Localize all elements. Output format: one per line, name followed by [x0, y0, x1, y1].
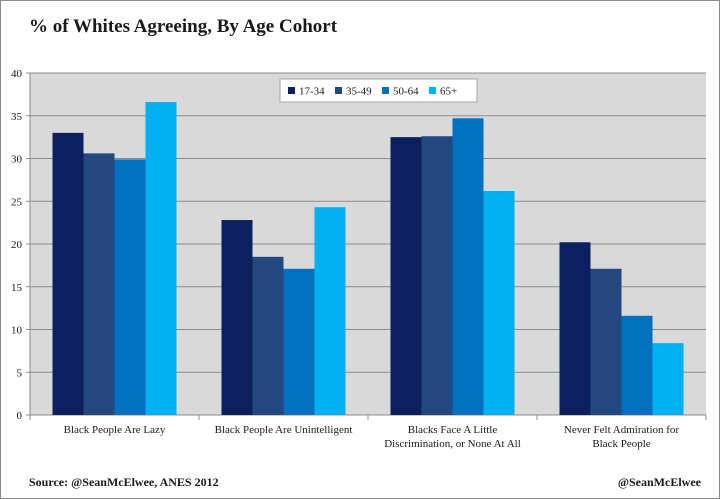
y-tick-label: 5: [17, 367, 23, 379]
bar: [221, 220, 253, 415]
bar: [283, 268, 315, 415]
legend-label: 17-34: [299, 86, 325, 98]
y-tick-label: 10: [11, 325, 23, 337]
legend-label: 65+: [440, 86, 457, 98]
y-tick-label: 30: [11, 154, 23, 166]
x-category-label: Black People Are Unintelligent: [215, 424, 353, 436]
bar: [452, 118, 484, 415]
bar: [83, 153, 115, 415]
legend-swatch: [335, 87, 342, 94]
source-note: Source: @SeanMcElwee, ANES 2012: [29, 475, 219, 489]
x-category-label: Blacks Face A Little: [408, 424, 498, 436]
x-category-label: Black People Are Lazy: [64, 424, 166, 436]
bar: [621, 315, 653, 415]
legend-swatch: [288, 87, 295, 94]
chart-title: % of Whites Agreeing, By Age Cohort: [29, 16, 338, 37]
legend-label: 50-64: [393, 86, 419, 98]
x-category-label: Never Felt Admiration for: [564, 424, 680, 436]
y-tick-label: 20: [11, 239, 23, 251]
bar: [652, 343, 684, 415]
bar: [114, 159, 146, 415]
y-tick-label: 15: [11, 282, 23, 294]
y-tick-label: 0: [17, 410, 23, 422]
bar: [145, 102, 177, 415]
x-category-label: Black People: [592, 438, 650, 450]
bar: [483, 190, 515, 415]
bar: [52, 132, 84, 415]
legend-box: [279, 78, 478, 103]
bar: [559, 242, 591, 415]
legend-swatch: [429, 87, 436, 94]
legend-label: 35-49: [346, 86, 372, 98]
bar: [590, 268, 622, 415]
legend-swatch: [382, 87, 389, 94]
x-category-label: Discrimination, or None At All: [384, 438, 521, 450]
y-tick-label: 25: [11, 196, 23, 208]
y-tick-label: 35: [11, 111, 23, 123]
y-tick-label: 40: [11, 68, 23, 80]
bar: [252, 256, 284, 415]
bar: [421, 136, 453, 415]
bar: [314, 207, 346, 415]
author-handle: @SeanMcElwee: [617, 475, 701, 489]
bar: [390, 137, 422, 415]
